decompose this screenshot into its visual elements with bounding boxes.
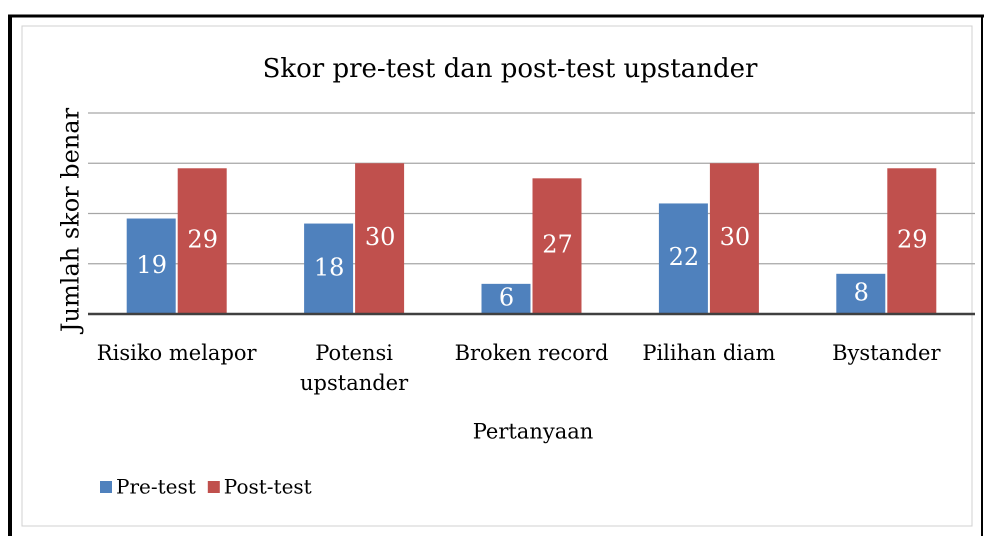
bar [836, 273, 886, 314]
data-label: 19 [136, 251, 167, 279]
bar [304, 223, 354, 314]
bar [709, 163, 759, 314]
x-tick-label: Potensi upstander [300, 341, 409, 395]
data-label: 18 [314, 253, 345, 281]
bar [481, 283, 531, 314]
x-tick-label: Bystander [832, 341, 941, 365]
bar [887, 168, 937, 314]
legend-label: Post-test [224, 475, 312, 499]
bar [658, 203, 708, 314]
bar [532, 178, 582, 314]
data-label: 27 [542, 231, 573, 259]
data-label: 29 [187, 226, 218, 254]
legend-swatch [207, 481, 220, 493]
x-tick-label: Pilihan diam [642, 341, 776, 365]
chart-border [21, 25, 973, 527]
bar [126, 218, 176, 314]
y-axis-title: Jumlah skor benar [57, 107, 85, 335]
x-tick-label: Broken record [454, 341, 609, 365]
data-label: 6 [499, 283, 514, 311]
x-axis-title: Pertanyaan [473, 420, 594, 444]
data-label: 30 [720, 223, 751, 251]
data-label: 8 [854, 278, 869, 306]
x-tick-label: Risiko melapor [96, 341, 257, 365]
legend-label: Pre-test [116, 475, 196, 499]
legend-swatch [100, 481, 112, 493]
bar [177, 168, 227, 314]
chart-title: Skor pre-test dan post-test upstander [263, 54, 758, 84]
data-label: 22 [669, 243, 700, 271]
bar [355, 163, 405, 314]
data-label: 30 [365, 223, 396, 251]
data-label: 29 [897, 226, 928, 254]
